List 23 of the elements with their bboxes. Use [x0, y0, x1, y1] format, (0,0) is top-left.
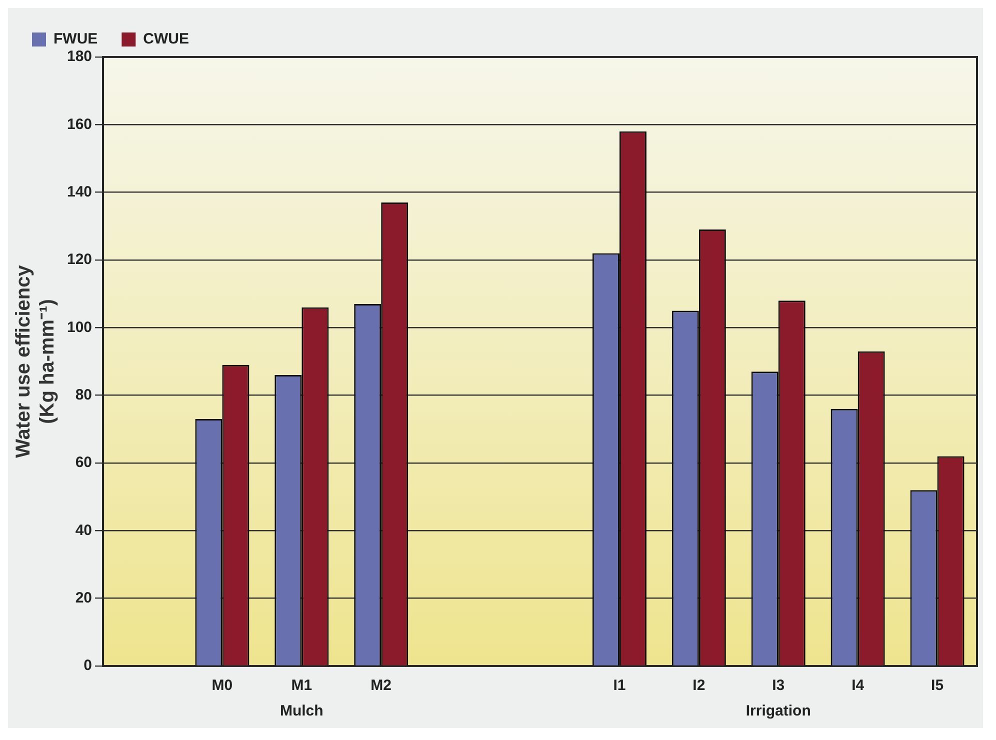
y-tick-label: 0: [84, 657, 92, 674]
text: Irrigation: [746, 702, 811, 720]
x-tick-label: M1: [291, 677, 312, 694]
y-tick-label: 80: [75, 386, 92, 404]
y-tick-label: 60: [75, 454, 92, 472]
y-axis-title: Water use efficiency (Kg ha-mm⁻¹): [12, 264, 59, 458]
x-tick-label: I3: [772, 677, 785, 694]
legend-label: CWUE: [143, 30, 189, 48]
text: Mulch: [280, 702, 324, 720]
y-tick-label: 40: [75, 522, 92, 539]
legend-label: FWUE: [54, 30, 98, 48]
x-tick-label: I5: [931, 677, 944, 694]
x-tick-label: I1: [613, 677, 626, 694]
y-tick-label: 160: [66, 116, 92, 133]
x-tick-label: M2: [370, 677, 392, 694]
y-tick-label: 140: [66, 183, 92, 200]
y-tick-label: 180: [66, 48, 92, 66]
x-tick-label: I4: [852, 677, 865, 694]
y-tick-label: 120: [66, 251, 92, 268]
y-tick-label: 100: [66, 318, 92, 336]
y-tick-label: 20: [75, 589, 92, 606]
x-tick-label: I2: [692, 677, 706, 694]
x-tick-label: M0: [212, 677, 233, 694]
